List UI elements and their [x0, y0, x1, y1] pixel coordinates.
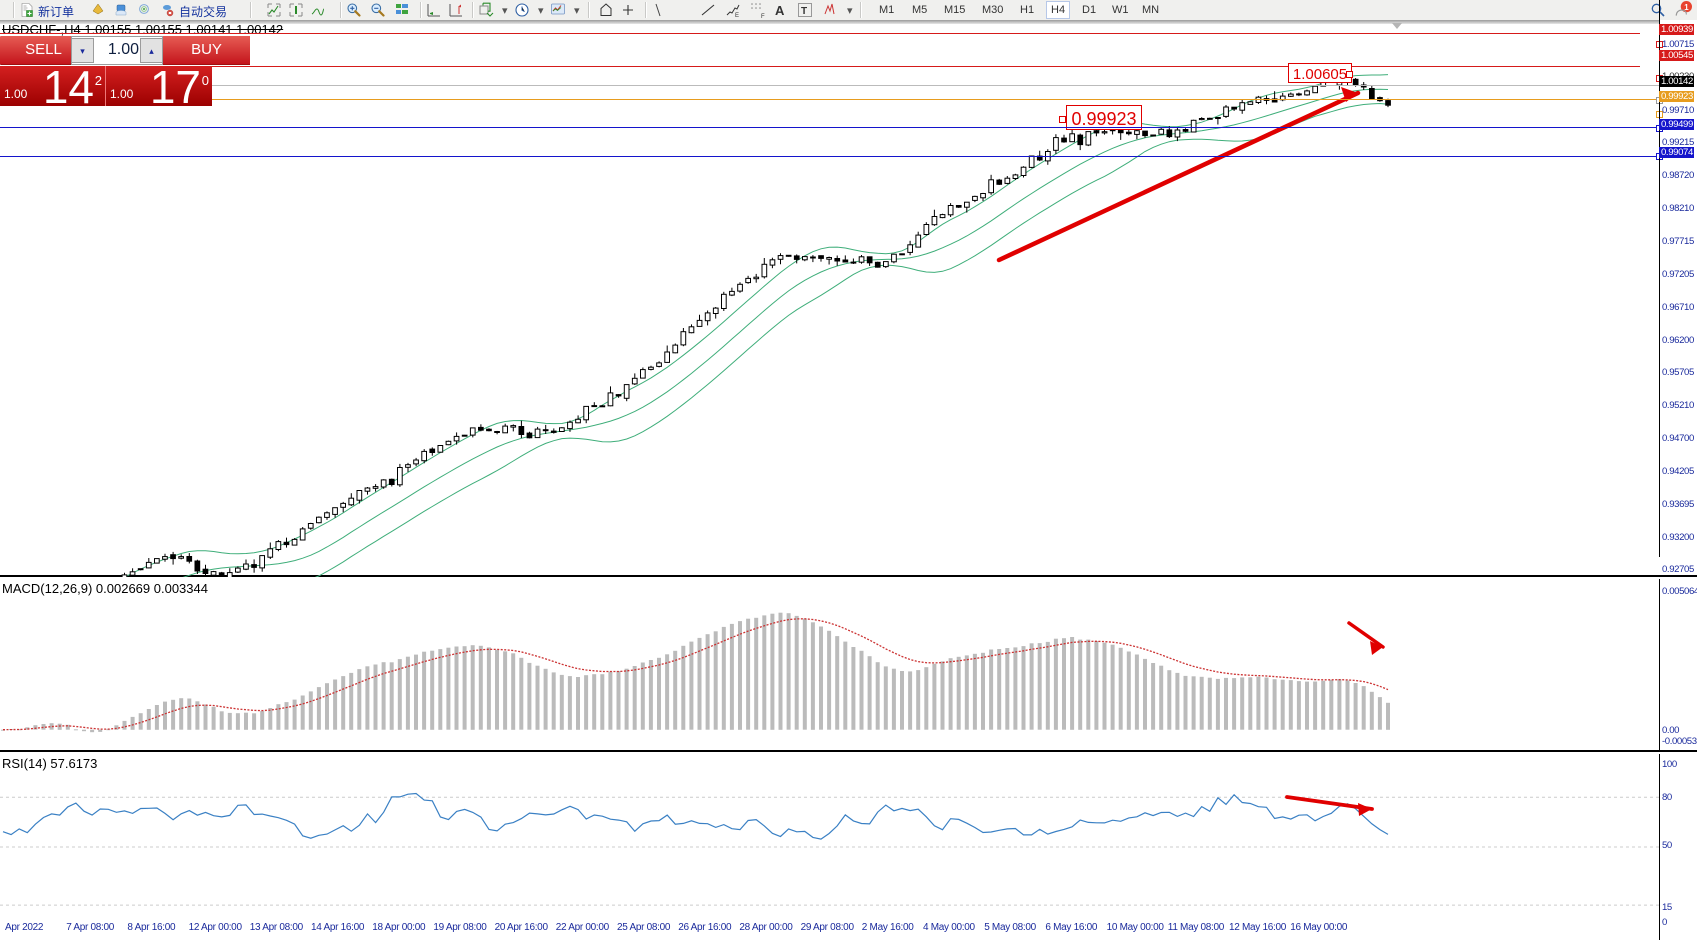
svg-text:F: F [761, 14, 765, 18]
svg-text:E: E [735, 13, 739, 18]
svg-text:T: T [801, 6, 807, 17]
